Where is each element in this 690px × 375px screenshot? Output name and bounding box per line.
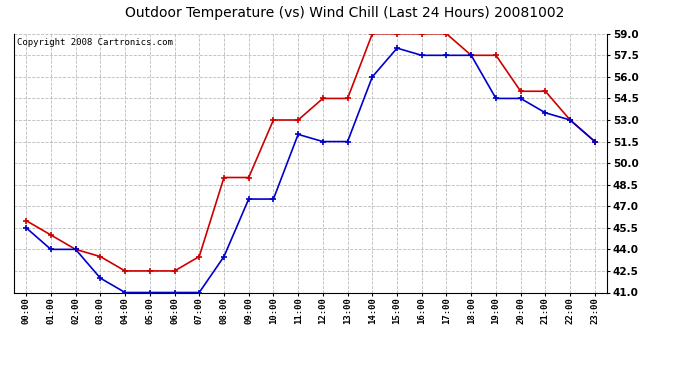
Text: Copyright 2008 Cartronics.com: Copyright 2008 Cartronics.com [17,38,172,46]
Text: Outdoor Temperature (vs) Wind Chill (Last 24 Hours) 20081002: Outdoor Temperature (vs) Wind Chill (Las… [126,6,564,20]
